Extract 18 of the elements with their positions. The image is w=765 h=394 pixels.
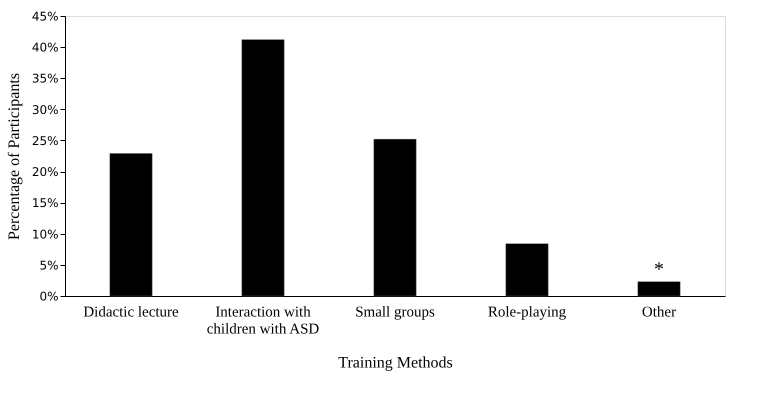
y-tick-label: 45% [32, 10, 58, 24]
y-tick-label: 25% [32, 134, 58, 148]
y-tick-label: 5% [39, 258, 58, 272]
x-tick-label: Small groups [355, 304, 435, 320]
y-tick-label: 40% [32, 40, 58, 55]
y-tick-label: 10% [32, 227, 58, 242]
annotation: * [654, 258, 664, 281]
y-tick-label: 20% [32, 165, 58, 180]
y-tick-label: 0% [39, 290, 58, 304]
y-tick-label: 30% [32, 102, 58, 117]
y-tick-label: 15% [32, 196, 58, 210]
y-tick-label: 35% [32, 72, 58, 86]
x-tick-label: Interaction with children with ASD [206, 304, 320, 338]
x-tick-label: Other [642, 304, 676, 320]
y-axis-title: Percentage of Participants [6, 72, 23, 240]
x-tick-label: Didactic lecture [83, 304, 180, 320]
x-tick-label: Role-playing [488, 304, 567, 320]
x-axis-title: Training Methods [338, 354, 453, 372]
